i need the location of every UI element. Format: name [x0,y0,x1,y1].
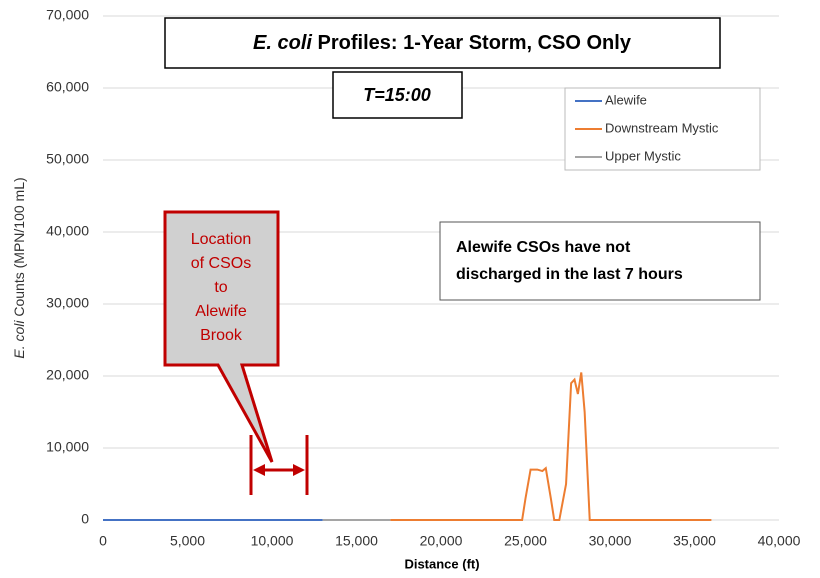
note-line: discharged in the last 7 hours [456,266,683,283]
callout-line: to [214,279,227,296]
subtitle: T=15:00 [363,85,431,105]
x-tick-label: 15,000 [335,533,378,549]
arrow-head [253,464,265,476]
y-tick-label: 20,000 [46,367,89,383]
ylabel-rest: Counts (MPN/100 mL) [11,177,27,316]
legend-label: Downstream Mystic [605,120,719,135]
callout-box [163,210,280,463]
cso-range-bracket [249,435,309,495]
y-tick-label: 0 [81,511,89,527]
callout-line: Brook [200,327,243,344]
title-rest: Profiles: 1-Year Storm, CSO Only [318,32,632,54]
y-axis-label: E. coli Counts (MPN/100 mL) [11,177,27,358]
y-tick-label: 30,000 [46,295,89,311]
x-tick-label: 20,000 [420,533,463,549]
x-tick-label: 25,000 [504,533,547,549]
x-tick-label: 0 [99,533,107,549]
y-tick-label: 60,000 [46,79,89,95]
x-tick-label: 30,000 [589,533,632,549]
x-tick-label: 5,000 [170,533,205,549]
x-tick-label: 10,000 [251,533,294,549]
x-tick-label: 40,000 [758,533,801,549]
y-tick-label: 50,000 [46,151,89,167]
title-box [164,17,721,69]
callout-line: Alewife [195,303,247,320]
note-line: Alewife CSOs have not [456,239,631,256]
series-line [390,372,712,521]
title-italic: E. coli [253,32,312,54]
x-tick-label: 35,000 [673,533,716,549]
arrow-head [293,464,305,476]
ylabel-italic: E. coli [11,320,27,359]
note-box [439,221,761,301]
series [103,372,712,521]
legend-label: Upper Mystic [605,148,681,163]
callout-line: of CSOs [191,255,251,272]
legend-label: Alewife [605,92,647,107]
callout-line: Location [191,231,252,248]
x-axis-label: Distance (ft) [404,556,479,571]
chart-title: E. coli Profiles: 1-Year Storm, CSO Only [253,32,632,54]
subtitle-box [332,71,463,119]
y-tick-label: 40,000 [46,223,89,239]
y-tick-label: 70,000 [46,7,89,23]
legend: Alewife Downstream Mystic Upper Mystic [575,92,719,163]
y-tick-label: 10,000 [46,439,89,455]
